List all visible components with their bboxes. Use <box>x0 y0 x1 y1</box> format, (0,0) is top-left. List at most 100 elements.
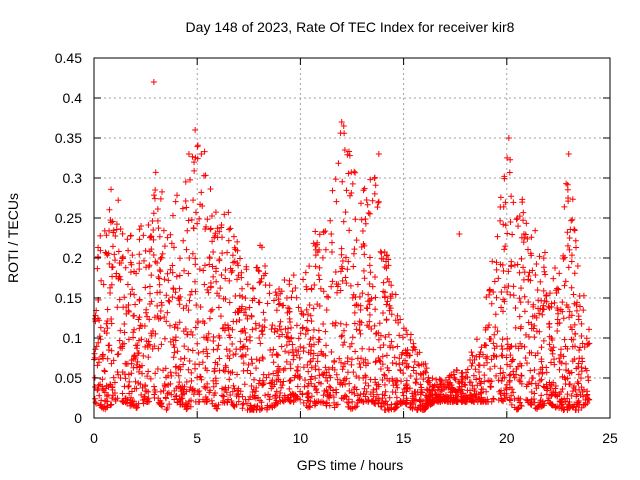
data-point <box>526 269 533 276</box>
data-point <box>508 392 515 399</box>
data-point <box>106 227 113 234</box>
data-point <box>202 394 209 401</box>
data-point <box>257 340 264 347</box>
data-point <box>573 365 580 372</box>
data-point <box>389 291 396 298</box>
data-point <box>539 364 546 371</box>
data-point <box>524 381 531 388</box>
data-point <box>97 336 104 343</box>
data-point <box>366 346 373 353</box>
data-point <box>184 331 191 338</box>
data-point <box>585 340 592 347</box>
data-point <box>183 204 190 211</box>
data-point <box>471 386 478 393</box>
data-point <box>557 306 564 313</box>
data-point <box>326 383 333 390</box>
data-point <box>393 404 400 411</box>
data-point <box>357 364 364 371</box>
data-point <box>345 403 352 410</box>
data-point <box>243 336 250 343</box>
data-point <box>158 254 165 261</box>
data-point <box>425 374 432 381</box>
data-point <box>425 403 432 410</box>
data-point <box>202 365 209 372</box>
data-point <box>185 401 192 408</box>
y-tick-label: 0.4 <box>63 90 83 106</box>
data-point <box>396 361 403 368</box>
data-point <box>585 377 592 384</box>
data-point <box>212 375 219 382</box>
data-point <box>564 186 571 193</box>
data-point <box>512 324 519 331</box>
data-point <box>289 349 296 356</box>
data-point <box>113 221 120 228</box>
data-point <box>345 258 352 265</box>
data-point <box>255 299 262 306</box>
data-point <box>168 240 175 247</box>
data-point <box>205 289 212 296</box>
data-point <box>108 347 115 354</box>
data-point <box>399 334 406 341</box>
data-point <box>566 308 573 315</box>
data-point <box>286 281 293 288</box>
data-point <box>117 226 124 233</box>
data-point <box>186 255 193 262</box>
data-point <box>536 253 543 260</box>
data-point <box>556 319 563 326</box>
data-point <box>94 387 101 394</box>
data-point <box>461 381 468 388</box>
data-point <box>354 355 361 362</box>
data-point <box>419 406 426 413</box>
data-point <box>291 374 298 381</box>
data-point <box>394 384 401 391</box>
data-point <box>382 334 389 341</box>
data-point <box>365 398 372 405</box>
data-point <box>150 210 157 217</box>
data-point <box>372 359 379 366</box>
data-point <box>253 365 260 372</box>
data-point <box>404 331 411 338</box>
data-point <box>333 198 340 205</box>
data-point <box>507 218 514 225</box>
data-point <box>514 261 521 268</box>
data-point <box>196 215 203 222</box>
data-point <box>256 334 263 341</box>
data-point <box>152 169 159 176</box>
data-point <box>364 305 371 312</box>
data-point <box>97 232 104 239</box>
data-point <box>226 226 233 233</box>
data-point <box>561 336 568 343</box>
data-point <box>566 246 573 253</box>
data-point <box>264 404 271 411</box>
data-point <box>339 265 346 272</box>
data-point <box>112 396 119 403</box>
data-point <box>108 264 115 271</box>
data-point <box>539 369 546 376</box>
data-point <box>277 326 284 333</box>
data-point <box>557 351 564 358</box>
data-point <box>189 387 196 394</box>
data-point <box>481 372 488 379</box>
data-point <box>573 302 580 309</box>
data-point <box>134 342 141 349</box>
data-point <box>275 369 282 376</box>
data-point <box>331 366 338 373</box>
data-point <box>562 278 569 285</box>
data-point <box>289 341 296 348</box>
data-point <box>501 390 508 397</box>
data-point <box>396 355 403 362</box>
data-point <box>252 320 259 327</box>
data-point <box>502 396 509 403</box>
data-point <box>135 368 142 375</box>
data-point <box>394 377 401 384</box>
data-point <box>431 382 438 389</box>
data-point <box>349 180 356 187</box>
data-point <box>159 250 166 257</box>
data-point <box>220 393 227 400</box>
y-tick-label: 0.15 <box>55 290 82 306</box>
data-point <box>285 325 292 332</box>
data-point <box>165 277 172 284</box>
data-point <box>307 358 314 365</box>
data-point <box>413 376 420 383</box>
data-point <box>176 319 183 326</box>
